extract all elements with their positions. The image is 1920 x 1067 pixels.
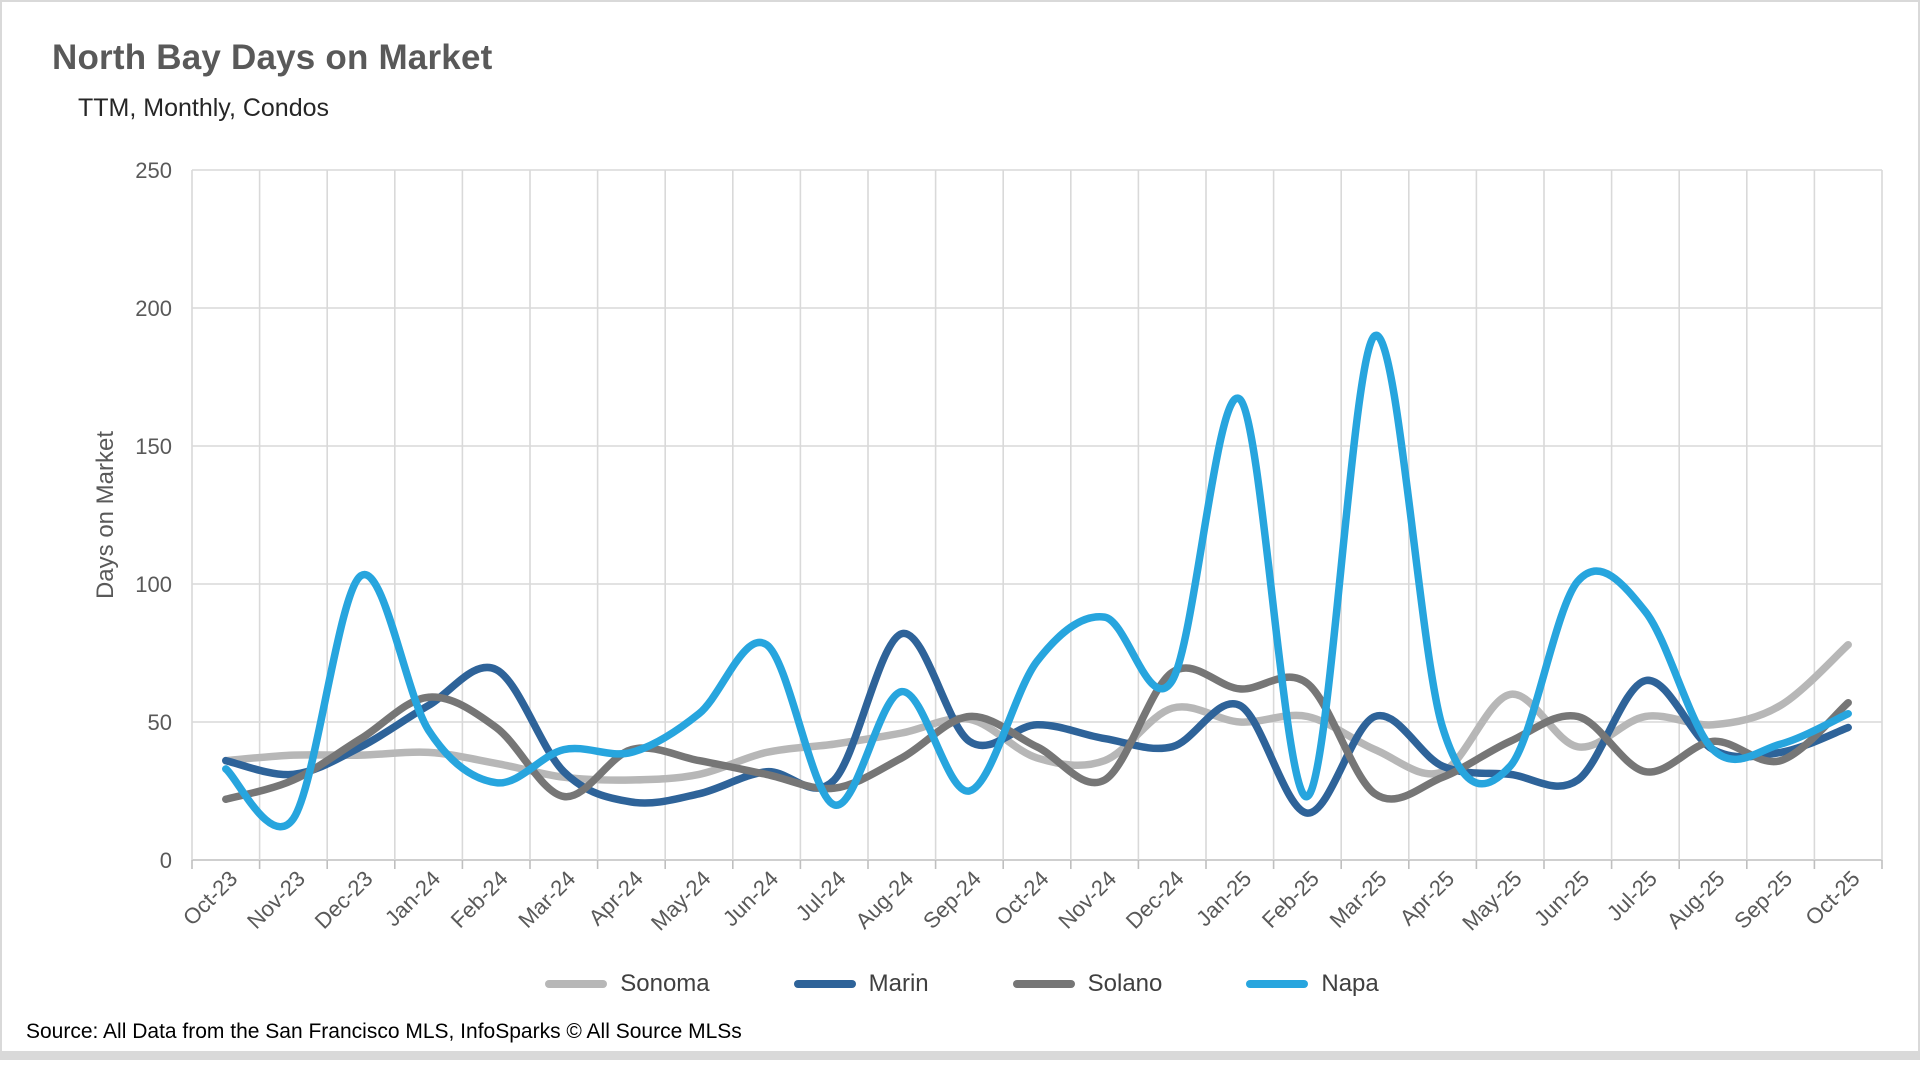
x-axis-tick-label: May-24 [646, 866, 716, 936]
legend-item-solano: Solano [1012, 970, 1163, 998]
page-title: North Bay Days on Market [52, 38, 493, 77]
series-line-sonoma [222, 640, 1852, 784]
x-axis-tick-label: Nov-24 [1053, 866, 1121, 934]
x-axis-tick-label: Dec-24 [1121, 866, 1189, 934]
x-axis-tick-label: Aug-24 [850, 866, 918, 934]
x-axis-tick-label: Aug-25 [1662, 866, 1730, 934]
window-bottom-edge [2, 1051, 1920, 1058]
x-axis-tick-label: Apr-25 [1395, 866, 1459, 930]
y-axis-tick-label: 200 [135, 296, 172, 321]
x-axis-tick-label: Apr-24 [584, 866, 648, 930]
legend-item-sonoma: Sonoma [545, 970, 710, 998]
x-axis-tick-label: Feb-24 [446, 866, 513, 933]
y-axis-tick-label: 100 [135, 572, 172, 597]
x-axis-tick-label: Mar-24 [513, 866, 580, 933]
legend-swatch-napa [1246, 980, 1309, 988]
legend-swatch-solano [1012, 980, 1075, 988]
y-axis-tick-label: 250 [135, 158, 172, 183]
legend-label: Marin [868, 970, 929, 997]
x-axis-tick-label: Jun-24 [718, 866, 783, 931]
series-line-napa [222, 331, 1852, 831]
legend-item-napa: Napa [1246, 970, 1379, 998]
x-axis-tick-label: Oct-25 [1800, 866, 1864, 930]
x-axis-tick-label: Feb-25 [1257, 866, 1324, 933]
y-axis-tick-label: 50 [148, 710, 172, 735]
series-line-marin [222, 629, 1852, 817]
x-axis-tick-label: Nov-23 [242, 866, 310, 934]
x-axis-tick-label: Mar-25 [1325, 866, 1392, 933]
y-axis-tick-label: 150 [135, 434, 172, 459]
x-axis-tick-label: Jul-25 [1602, 866, 1662, 926]
legend-swatch-marin [793, 980, 856, 988]
y-axis-title: Days on Market [92, 430, 119, 600]
x-axis-tick-label: Sep-25 [1729, 866, 1797, 934]
legend-label: Sonoma [620, 970, 710, 997]
x-axis-tick-label: Jun-25 [1529, 866, 1594, 931]
x-axis-tick-label: Oct-24 [989, 866, 1053, 930]
source-text: Source: All Data from the San Francisco … [26, 1020, 742, 1043]
legend-swatch-sonoma [545, 980, 608, 988]
y-axis-tick-label: 0 [160, 848, 172, 873]
x-axis-tick-label: Oct-23 [178, 866, 242, 930]
legend-item-marin: Marin [793, 970, 929, 998]
series-line-solano [222, 664, 1852, 804]
x-axis-tick-label: Jul-24 [791, 866, 851, 926]
legend-label: Napa [1321, 970, 1379, 997]
x-axis-tick-label: Sep-24 [918, 866, 986, 934]
chart-legend: Sonoma Marin Solano Napa [2, 954, 1920, 1014]
x-axis-tick-label: Dec-23 [310, 866, 378, 934]
x-axis-tick-label: May-25 [1457, 866, 1527, 936]
page-subtitle: TTM, Monthly, Condos [78, 94, 330, 122]
x-axis-tick-label: Jan-24 [380, 866, 445, 931]
x-axis-tick-label: Jan-25 [1191, 866, 1256, 931]
legend-label: Solano [1087, 970, 1163, 997]
